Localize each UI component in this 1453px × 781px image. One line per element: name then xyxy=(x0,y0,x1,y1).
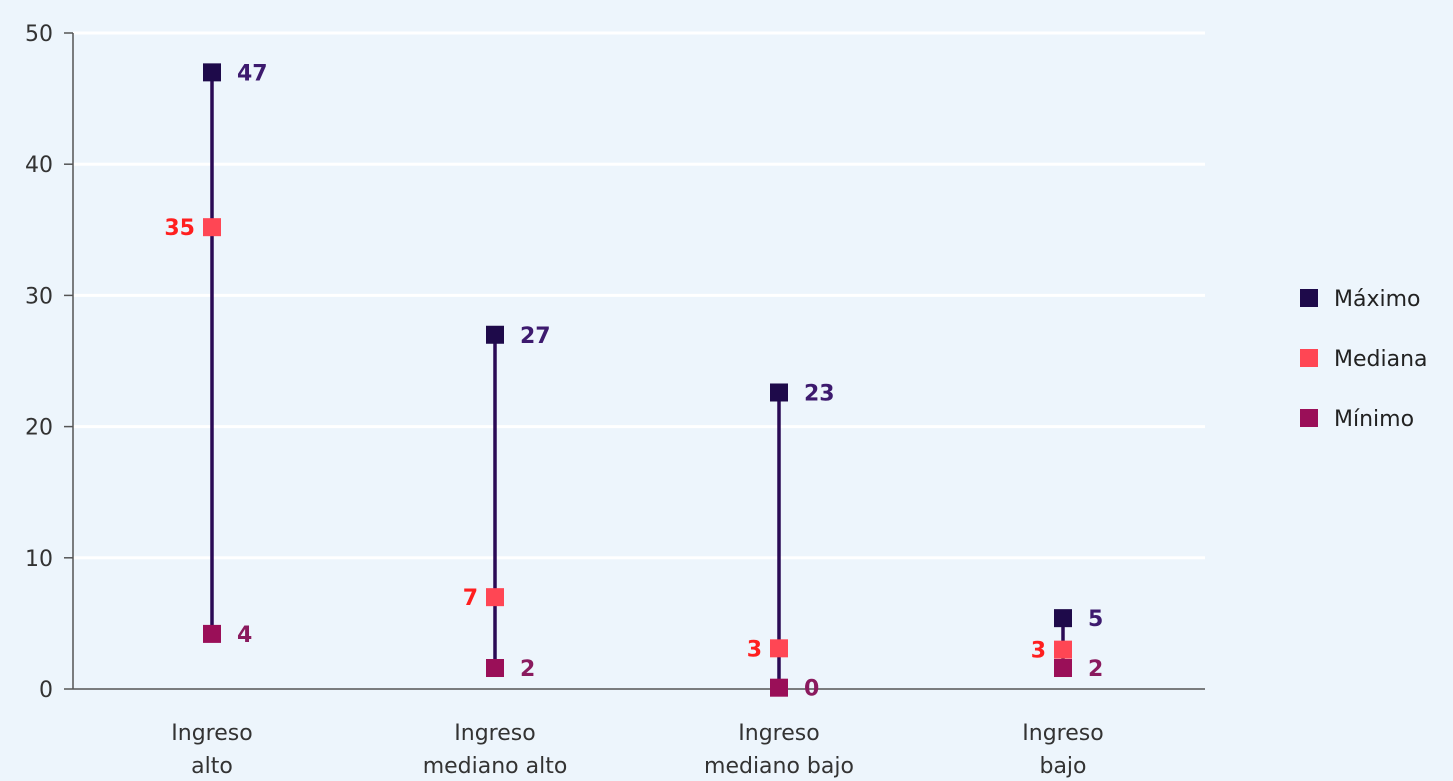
legend: Máximo Mediana Mínimo xyxy=(1300,287,1428,432)
x-category-label: mediano alto xyxy=(423,754,568,779)
y-tick-label: 40 xyxy=(25,153,53,178)
data-label: 4 xyxy=(237,623,252,648)
data-label: 0 xyxy=(804,677,819,702)
data-label: 47 xyxy=(237,61,268,86)
data-label: 3 xyxy=(747,637,762,662)
x-category-label: Ingreso xyxy=(738,721,819,746)
x-category-label: Ingreso xyxy=(454,721,535,746)
x-category-label: Ingreso xyxy=(1022,721,1103,746)
min-marker xyxy=(770,678,788,697)
legend-swatch xyxy=(1300,349,1318,367)
max-marker xyxy=(770,383,788,402)
y-tick-label: 0 xyxy=(39,678,53,703)
legend-swatch xyxy=(1300,289,1318,307)
max-marker xyxy=(486,325,504,344)
legend-swatch xyxy=(1300,409,1318,427)
median-marker xyxy=(1054,640,1072,659)
y-tick-label: 20 xyxy=(25,416,53,441)
x-category-label: Ingreso xyxy=(171,721,252,746)
data-labels: 47 27 23 5 35 7 3 3 4 2 0 2 xyxy=(164,61,1103,701)
x-category-label: alto xyxy=(191,754,233,779)
median-marker xyxy=(770,639,788,658)
y-tick-label: 50 xyxy=(25,22,53,47)
legend-label: Mediana xyxy=(1334,347,1428,372)
y-tick-label: 30 xyxy=(25,284,53,309)
data-label: 35 xyxy=(164,216,195,241)
y-tick-label: 10 xyxy=(25,547,53,572)
median-marker xyxy=(486,588,504,607)
median-marker xyxy=(203,218,221,237)
x-category-label: bajo xyxy=(1039,754,1086,779)
data-label: 5 xyxy=(1088,607,1103,632)
min-marker xyxy=(486,659,504,678)
min-marker xyxy=(1054,659,1072,678)
data-label: 2 xyxy=(1088,657,1103,682)
x-category-label: mediano bajo xyxy=(704,754,854,779)
data-label: 7 xyxy=(463,586,478,611)
grid xyxy=(73,31,1205,560)
legend-label: Máximo xyxy=(1334,287,1421,312)
data-label: 2 xyxy=(520,657,535,682)
data-label: 27 xyxy=(520,324,551,349)
data-label: 23 xyxy=(804,381,835,406)
min-marker xyxy=(203,624,221,643)
data-label: 3 xyxy=(1031,639,1046,664)
max-marker xyxy=(1054,609,1072,628)
max-marker xyxy=(203,63,221,82)
legend-label: Mínimo xyxy=(1334,407,1414,432)
data-markers xyxy=(203,63,1072,697)
